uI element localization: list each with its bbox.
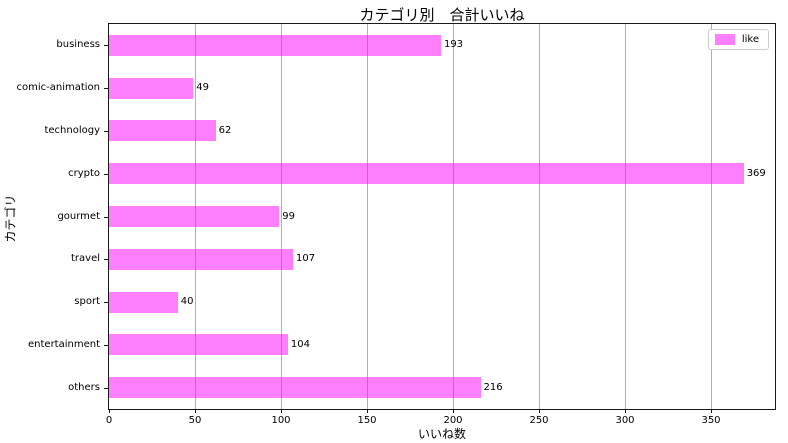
bar-crypto [109,163,744,185]
x-tick-label-350: 350 [701,415,721,426]
bar-business [109,34,441,56]
gridline-x-200 [452,24,454,409]
y-tick-mark-comic-animation [104,88,108,90]
y-tick-label-gourmet: gourmet [57,210,100,222]
gridline-x-250 [538,24,540,409]
bar-value-technology: 62 [218,124,232,136]
bar-comic-animation [109,77,194,99]
y-tick-mark-sport [104,302,108,304]
bar-technology [109,120,216,142]
y-tick-label-entertainment: entertainment [28,338,100,350]
chart-title: カテゴリ別 合計いいね [359,6,525,24]
bar-value-crypto: 369 [746,167,766,179]
y-tick-mark-business [104,45,108,47]
x-tick-mark-300 [624,409,626,413]
bar-others [109,377,481,399]
gridline-x-100 [280,24,282,409]
y-tick-mark-technology [104,130,108,132]
x-tick-label-300: 300 [615,415,635,426]
y-axis-label: カテゴリ [3,194,18,243]
x-axis-label: いいね数 [417,427,466,441]
x-tick-label-50: 50 [188,415,202,426]
y-tick-label-technology: technology [44,124,100,136]
bar-value-gourmet: 99 [282,210,296,222]
x-tick-mark-0 [108,409,110,413]
x-tick-mark-100 [280,409,282,413]
y-tick-label-comic-animation: comic-animation [16,82,100,94]
bar-value-comic-animation: 49 [196,82,210,94]
x-tick-mark-350 [710,409,712,413]
bar-value-entertainment: 104 [290,338,310,350]
bar-value-others: 216 [483,381,503,393]
bar-travel [109,248,294,270]
bar-sport [109,291,178,313]
x-tick-mark-150 [366,409,368,413]
gridline-x-300 [624,24,626,409]
y-tick-label-crypto: crypto [68,167,100,179]
x-tick-mark-50 [194,409,196,413]
x-tick-label-150: 150 [357,415,377,426]
gridline-x-150 [366,24,368,409]
x-tick-label-0: 0 [105,415,113,426]
y-tick-label-sport: sport [74,296,100,308]
legend: like [707,29,769,50]
x-tick-label-100: 100 [271,415,291,426]
plot-area: 193 49 62 369 99 107 40 104 216 business comic-an… [16,23,776,426]
y-tick-mark-crypto [104,173,108,175]
x-tick-label-250: 250 [529,415,549,426]
bar-value-travel: 107 [296,253,316,265]
legend-swatch-like [714,34,735,45]
y-tick-label-travel: travel [70,253,100,265]
y-tick-mark-gourmet [104,216,108,218]
bar-gourmet [109,206,280,227]
legend-label-like: like [741,33,759,45]
gridline-x-350 [710,24,712,409]
y-tick-mark-travel [104,259,108,261]
y-tick-label-others: others [68,381,100,393]
y-tick-label-business: business [56,39,100,51]
x-tick-mark-200 [452,409,454,413]
bar-entertainment [109,334,288,356]
y-tick-mark-entertainment [104,344,108,346]
x-tick-label-200: 200 [443,415,463,426]
bar-value-sport: 40 [180,296,194,308]
bar-value-business: 193 [443,39,464,51]
y-tick-mark-others [104,387,108,389]
x-tick-mark-250 [538,409,540,413]
